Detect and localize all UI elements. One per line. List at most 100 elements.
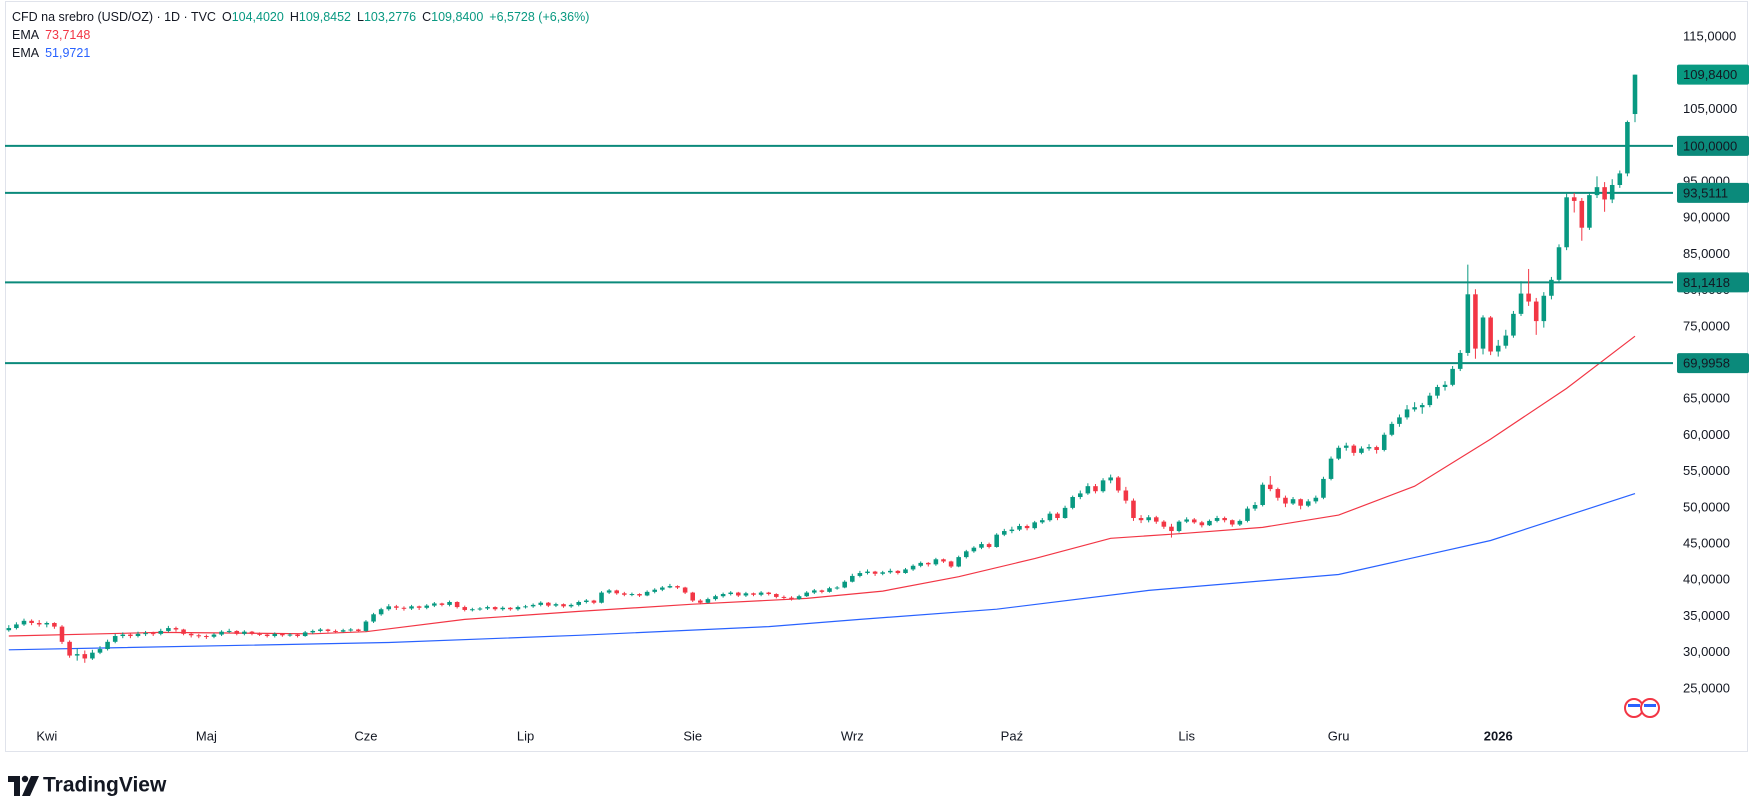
candle-body bbox=[204, 636, 209, 638]
candle-body bbox=[234, 630, 240, 634]
ohlc-value: 109,8400 bbox=[431, 10, 483, 24]
candle-body bbox=[1556, 247, 1562, 280]
candle-body bbox=[986, 544, 992, 547]
brand-name: TradingView bbox=[43, 774, 167, 797]
candle-body bbox=[128, 634, 133, 637]
candle-body bbox=[378, 609, 384, 615]
last-price-box bbox=[1677, 64, 1749, 85]
candle-body bbox=[1571, 197, 1577, 201]
logo-mark bbox=[8, 776, 20, 796]
last-price-label: 109,8400 bbox=[1683, 67, 1737, 82]
candle-body bbox=[1108, 477, 1113, 481]
x-tick-label: Paź bbox=[1001, 728, 1023, 743]
candle-body bbox=[1313, 497, 1319, 502]
candle-body bbox=[781, 596, 787, 598]
candle-body bbox=[713, 596, 718, 600]
logo-mark bbox=[21, 775, 29, 783]
candle-body bbox=[447, 601, 452, 605]
study-legend: EMA 73,7148 bbox=[12, 28, 90, 42]
candle-body bbox=[257, 633, 262, 635]
candle-body bbox=[249, 631, 255, 634]
candle-body bbox=[477, 608, 483, 610]
candle-body bbox=[158, 630, 164, 634]
candle-body bbox=[1442, 384, 1448, 387]
ohlc-key: C bbox=[422, 10, 431, 24]
candle-body bbox=[1549, 279, 1554, 296]
candle-body bbox=[363, 621, 369, 631]
candle-body bbox=[1024, 525, 1030, 529]
candle-body bbox=[1199, 522, 1205, 526]
candle-body bbox=[827, 588, 832, 592]
level-price-box bbox=[1677, 182, 1749, 203]
level-price-box bbox=[1677, 135, 1749, 156]
candle-body bbox=[1533, 301, 1539, 322]
candle-body bbox=[1359, 448, 1364, 453]
candle-body bbox=[1298, 499, 1303, 506]
study-value: 73,7148 bbox=[45, 28, 90, 42]
candle-body bbox=[1435, 386, 1440, 396]
candle-body bbox=[401, 607, 407, 609]
candle-body bbox=[948, 561, 954, 567]
candle-body bbox=[1237, 520, 1243, 525]
candle-body bbox=[1176, 521, 1182, 532]
candle-body bbox=[1366, 447, 1372, 449]
study-name: EMA bbox=[12, 46, 40, 60]
candle-body bbox=[751, 593, 756, 595]
level-price-box bbox=[1677, 272, 1749, 293]
ohlc-key: H bbox=[290, 10, 299, 24]
y-tick-label: 115,0000 bbox=[1683, 29, 1736, 44]
candle-body bbox=[1191, 519, 1197, 523]
candle-body bbox=[485, 607, 490, 609]
candle-body bbox=[584, 600, 589, 602]
candle-body bbox=[1397, 417, 1402, 424]
candle-body bbox=[850, 575, 855, 582]
candle-body bbox=[21, 620, 27, 625]
price-change: +6,5728 (+6,36%) bbox=[489, 10, 589, 24]
y-tick-label: 90,0000 bbox=[1683, 210, 1730, 225]
candle-body bbox=[1032, 522, 1037, 529]
candle-body bbox=[857, 573, 863, 576]
candle-body bbox=[500, 607, 506, 610]
candle-body bbox=[280, 633, 285, 636]
candle-body bbox=[1138, 518, 1144, 521]
candle-body bbox=[1017, 525, 1022, 530]
candle-body bbox=[196, 635, 202, 637]
candle-body bbox=[1526, 293, 1531, 302]
candle-body bbox=[842, 581, 847, 588]
candle-body bbox=[1070, 497, 1075, 508]
ohlc-key: O bbox=[222, 10, 232, 24]
x-tick-label: Gru bbox=[1328, 728, 1350, 743]
candle-body bbox=[553, 604, 559, 606]
candle-body bbox=[1480, 317, 1486, 349]
ema-line bbox=[8, 493, 1636, 651]
candle-body bbox=[1518, 293, 1524, 314]
candle-body bbox=[1381, 434, 1387, 450]
candle-body bbox=[1100, 480, 1106, 492]
flag-icon bbox=[1640, 698, 1660, 718]
candle-body bbox=[1351, 445, 1357, 453]
y-tick-label: 25,0000 bbox=[1683, 680, 1730, 695]
y-tick-label: 105,0000 bbox=[1683, 101, 1737, 116]
candle-body bbox=[698, 600, 703, 603]
candle-body bbox=[872, 571, 878, 574]
candle-body bbox=[834, 587, 840, 589]
plot-area bbox=[5, 74, 1673, 663]
study-value: 51,9721 bbox=[45, 46, 90, 60]
candle-body bbox=[667, 586, 673, 588]
candle-body bbox=[964, 551, 969, 558]
candle-body bbox=[1260, 484, 1265, 505]
candle-body bbox=[1450, 368, 1455, 385]
candle-body bbox=[622, 593, 627, 595]
candle-body bbox=[1123, 490, 1129, 501]
level-price-box bbox=[1677, 353, 1749, 374]
candle-body bbox=[652, 589, 658, 592]
candle-body bbox=[29, 620, 34, 623]
ohlc-value: 109,8452 bbox=[299, 10, 351, 24]
candle-body bbox=[112, 636, 118, 642]
candle-body bbox=[409, 606, 414, 609]
candle-body bbox=[1343, 445, 1349, 448]
candle-body bbox=[82, 654, 88, 659]
ohlc-value: 103,2776 bbox=[364, 10, 416, 24]
candle-body bbox=[644, 591, 650, 596]
